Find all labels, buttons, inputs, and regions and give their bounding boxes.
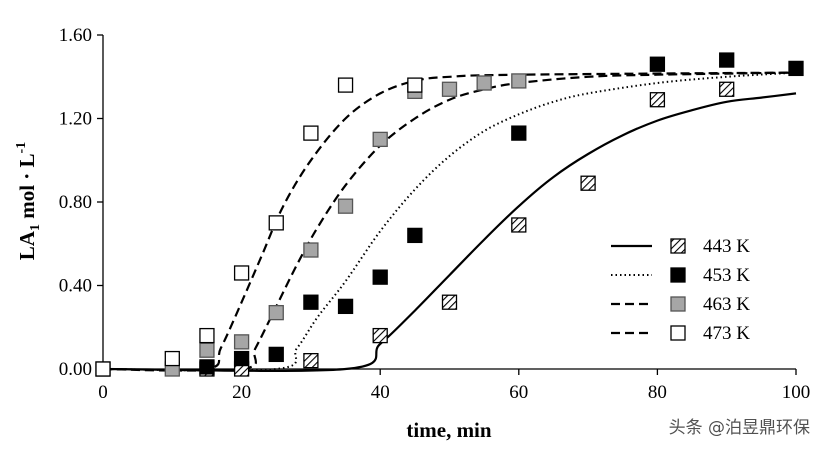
data-point-463-K bbox=[233, 334, 250, 350]
watermark-text: 头条 @泊昱鼎环保 bbox=[668, 418, 810, 438]
legend-label: 463 K bbox=[703, 294, 750, 315]
y-axis-title-rest: mol · L bbox=[15, 153, 39, 224]
fit-curve-453-K bbox=[102, 71, 797, 372]
y-axis-title-sub: 1 bbox=[28, 224, 43, 231]
x-axis-title: time, min bbox=[406, 418, 491, 442]
data-point-463-K bbox=[303, 242, 319, 258]
fit-curves bbox=[102, 71, 797, 372]
data-point-463-K bbox=[511, 73, 527, 89]
data-point-453-K bbox=[511, 125, 527, 141]
data-point-473-K bbox=[303, 125, 319, 141]
data-point-453-K bbox=[649, 56, 666, 72]
data-point-473-K bbox=[164, 350, 180, 367]
y-axis-title: LA1 mol · L-1 bbox=[14, 142, 43, 260]
legend: 443 K 453 K 463 K 473 K bbox=[611, 236, 750, 344]
data-point-453-K bbox=[268, 346, 284, 363]
y-axis-title-sup: -1 bbox=[14, 142, 29, 154]
data-point-443-K bbox=[580, 175, 596, 191]
data-point-463-K bbox=[441, 81, 458, 97]
y-tick-label: 1.20 bbox=[59, 109, 92, 130]
data-point-443-K bbox=[441, 294, 458, 310]
y-tick-label: 0.40 bbox=[59, 276, 92, 297]
y-axis-title-main: LA bbox=[15, 230, 39, 260]
x-tick-label: 0 bbox=[98, 382, 108, 403]
legend-label: 443 K bbox=[703, 236, 750, 257]
x-tick-label: 20 bbox=[232, 382, 251, 403]
legend-marker-443-K bbox=[670, 238, 686, 254]
fit-curve-473-K bbox=[102, 71, 797, 372]
data-point-463-K bbox=[372, 131, 388, 148]
data-point-453-K bbox=[199, 359, 215, 375]
y-tick-label: 1.60 bbox=[59, 25, 92, 46]
data-point-473-K bbox=[199, 327, 215, 344]
data-point-463-K bbox=[199, 342, 215, 358]
data-point-453-K bbox=[303, 294, 319, 310]
axes: 0.00 0.40 0.80 1.20 1.60 0 20 40 60 80 100 bbox=[59, 25, 811, 403]
legend-marker-463-K bbox=[670, 296, 686, 312]
data-point-443-K bbox=[303, 352, 319, 369]
y-tick-label: 0.00 bbox=[59, 359, 92, 380]
data-point-463-K bbox=[476, 75, 492, 91]
legend-label: 473 K bbox=[703, 323, 750, 344]
data-point-453-K bbox=[337, 298, 354, 315]
data-point-453-K bbox=[719, 52, 735, 68]
legend-label: 453 K bbox=[703, 265, 750, 286]
x-tick-label: 40 bbox=[371, 382, 390, 403]
data-point-453-K bbox=[233, 350, 250, 367]
data-point-473-K bbox=[407, 77, 423, 93]
data-point-453-K bbox=[407, 227, 423, 244]
data-point-453-K bbox=[788, 60, 804, 77]
data-point-443-K bbox=[372, 327, 388, 344]
legend-marker-453-K bbox=[670, 267, 686, 283]
data-point-443-K bbox=[719, 81, 735, 97]
data-point-443-K bbox=[649, 92, 666, 108]
data-point-473-K bbox=[337, 77, 354, 93]
data-point-473-K bbox=[95, 361, 111, 377]
legend-marker-473-K bbox=[670, 325, 686, 341]
x-tick-label: 100 bbox=[782, 382, 811, 403]
data-point-453-K bbox=[372, 269, 388, 285]
fit-curve-463-K bbox=[102, 71, 797, 372]
data-point-463-K bbox=[337, 198, 354, 214]
data-markers bbox=[95, 52, 804, 377]
data-point-473-K bbox=[268, 215, 284, 231]
data-point-443-K bbox=[511, 217, 527, 233]
x-tick-label: 60 bbox=[509, 382, 528, 403]
data-point-473-K bbox=[233, 265, 250, 281]
y-tick-label: 0.80 bbox=[59, 192, 92, 213]
x-tick-label: 80 bbox=[648, 382, 667, 403]
fit-curve-443-K bbox=[102, 92, 797, 372]
data-point-463-K bbox=[268, 304, 284, 321]
